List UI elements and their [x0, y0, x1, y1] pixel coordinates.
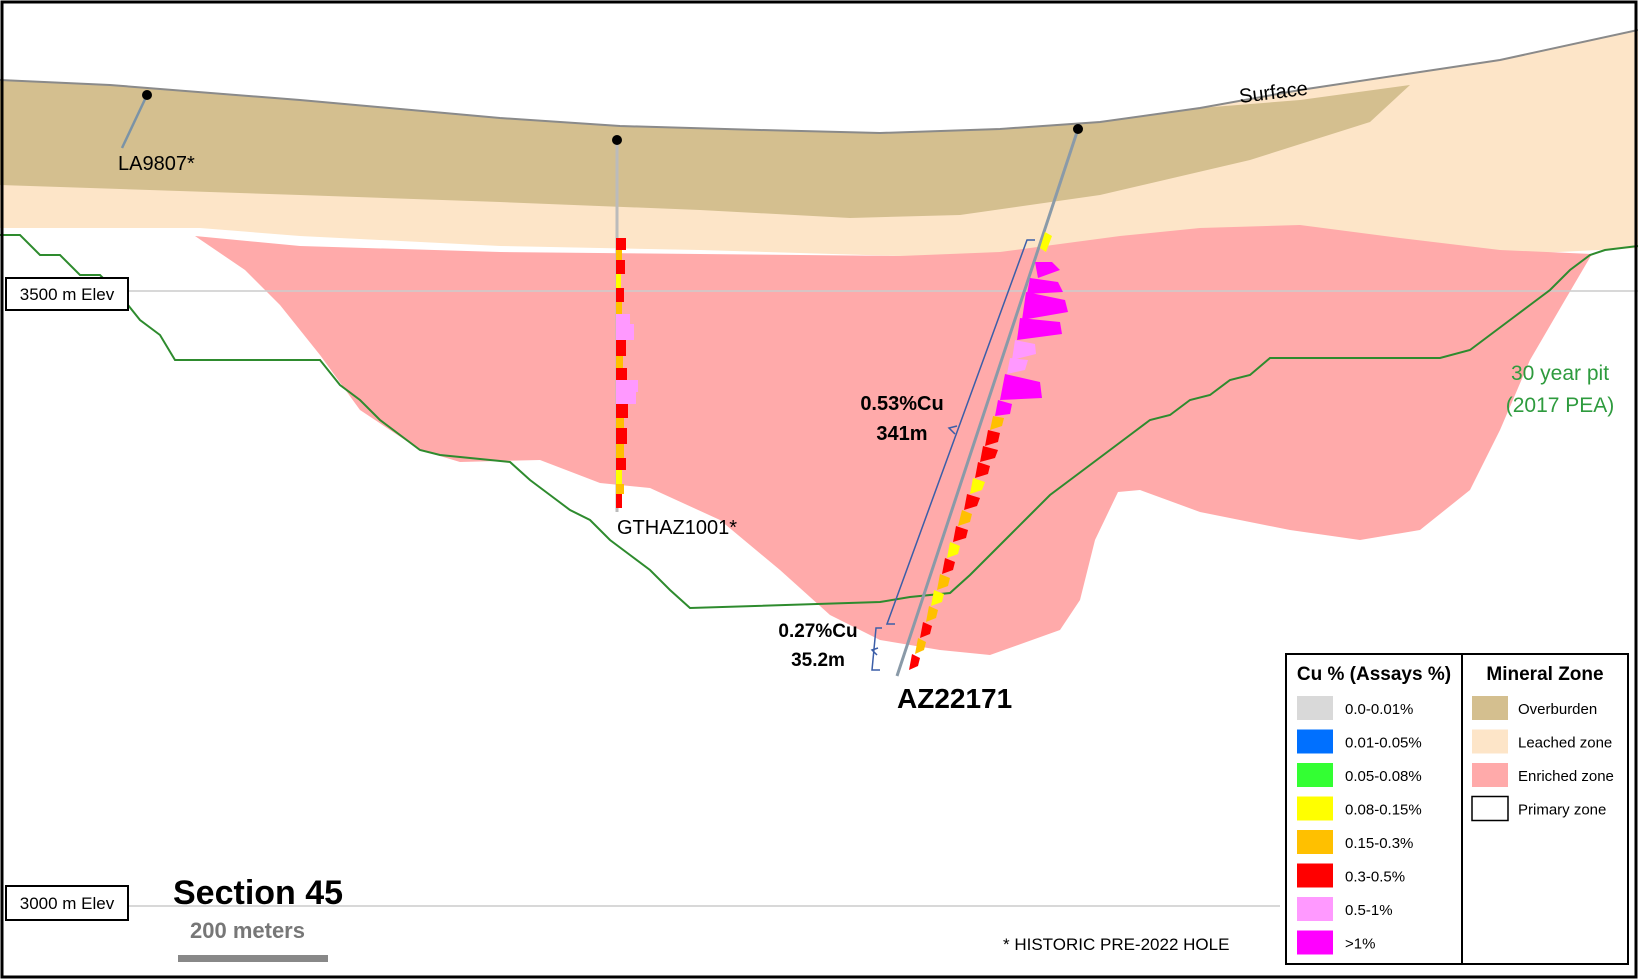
- legend-cu-title: Cu % (Assays %): [1297, 664, 1451, 685]
- hole-la9807-label: LA9807*: [118, 153, 195, 175]
- legend-zone-items: Overburden Leached zone Enriched zone Prima…: [1471, 696, 1614, 822]
- legend: Cu % (Assays %) Mineral Zone 0.0-0.01%0.…: [1285, 653, 1629, 965]
- legend-cu-item-swatch: [1297, 863, 1333, 888]
- hole-az22171-collar: [1073, 124, 1083, 134]
- elev-3500-label: 3500 m Elev: [5, 277, 129, 311]
- hole-az22171-trace: [895, 128, 1080, 677]
- legend-zone-item-swatch: [1472, 729, 1508, 754]
- legend-zone-item-swatch: [1471, 795, 1509, 822]
- surface-line: [0, 29, 1638, 135]
- bracket-main-tick: [947, 425, 958, 435]
- overburden-zone: [0, 80, 1410, 218]
- hole-gthaz1001-label: GTHAZ1001*: [617, 517, 737, 539]
- main-intercept-length: 341m: [876, 423, 927, 445]
- hole-az22171-label: AZ22171: [897, 683, 1012, 714]
- elev-3000-label: 3000 m Elev: [5, 885, 129, 921]
- legend-cu-item-swatch: [1297, 696, 1333, 720]
- bracket-main-intercept: [885, 239, 1035, 625]
- hole-la9807-trace: [120, 94, 149, 149]
- hole-az22171-assays: [909, 232, 1068, 670]
- legend-cu-item-label: 0.3-0.5%: [1345, 869, 1405, 886]
- legend-zone-item-label: Enriched zone: [1518, 768, 1614, 785]
- legend-cu-item-label: 0.15-0.3%: [1345, 835, 1413, 852]
- legend-cu-item-swatch: [1297, 897, 1333, 921]
- section-title: Section 45: [173, 874, 343, 912]
- legend-zone-item-swatch: [1472, 763, 1508, 787]
- legend-cu-item-label: 0.01-0.05%: [1345, 735, 1422, 752]
- legend-zone-item-label: Leached zone: [1518, 735, 1612, 752]
- enriched-zone: [195, 225, 1592, 655]
- legend-cu-item-swatch: [1297, 763, 1333, 787]
- legend-cu-items: 0.0-0.01% 0.01-0.05% 0.05-0.08% 0.08-0.15% 0…: [1297, 696, 1422, 955]
- lower-intercept-length: 35.2m: [791, 650, 845, 671]
- elev-3000-text: 3000 m Elev: [20, 894, 115, 913]
- footnote: * HISTORIC PRE-2022 HOLE: [1003, 935, 1229, 954]
- main-intercept-grade: 0.53%Cu: [860, 393, 943, 415]
- legend-cu-item-label: 0.08-0.15%: [1345, 802, 1422, 819]
- scale-label: 200 meters: [190, 918, 305, 943]
- scale-bar: [178, 955, 328, 962]
- legend-cu-item-swatch: [1297, 930, 1333, 955]
- legend-cu-item-swatch: [1297, 729, 1333, 754]
- legend-zone-item-swatch: [1472, 696, 1508, 720]
- pit-outline: [0, 234, 1638, 610]
- legend-cu-item-label: 0.0-0.01%: [1345, 701, 1413, 718]
- legend-zone-item-label: Primary zone: [1518, 802, 1606, 819]
- hole-gthaz1001-collar: [612, 135, 622, 145]
- bracket-lower-tick: [870, 647, 879, 656]
- legend-cu-item-label: >1%: [1345, 936, 1375, 953]
- legend-zone-title: Mineral Zone: [1486, 664, 1603, 685]
- legend-zone-item-label: Overburden: [1518, 701, 1597, 718]
- legend-cu-item-swatch: [1297, 796, 1333, 821]
- legend-cu-item-label: 0.05-0.08%: [1345, 768, 1422, 785]
- hole-la9807-collar: [142, 90, 152, 100]
- pit-label-line1: 30 year pit: [1511, 362, 1609, 385]
- legend-cu-item-swatch: [1297, 830, 1333, 854]
- elev-3500-text: 3500 m Elev: [20, 285, 115, 304]
- legend-cu-item-label: 0.5-1%: [1345, 902, 1393, 919]
- pit-label-line2: (2017 PEA): [1506, 394, 1615, 417]
- lower-intercept-grade: 0.27%Cu: [778, 621, 857, 642]
- hole-gthaz1001-assays: [616, 238, 638, 508]
